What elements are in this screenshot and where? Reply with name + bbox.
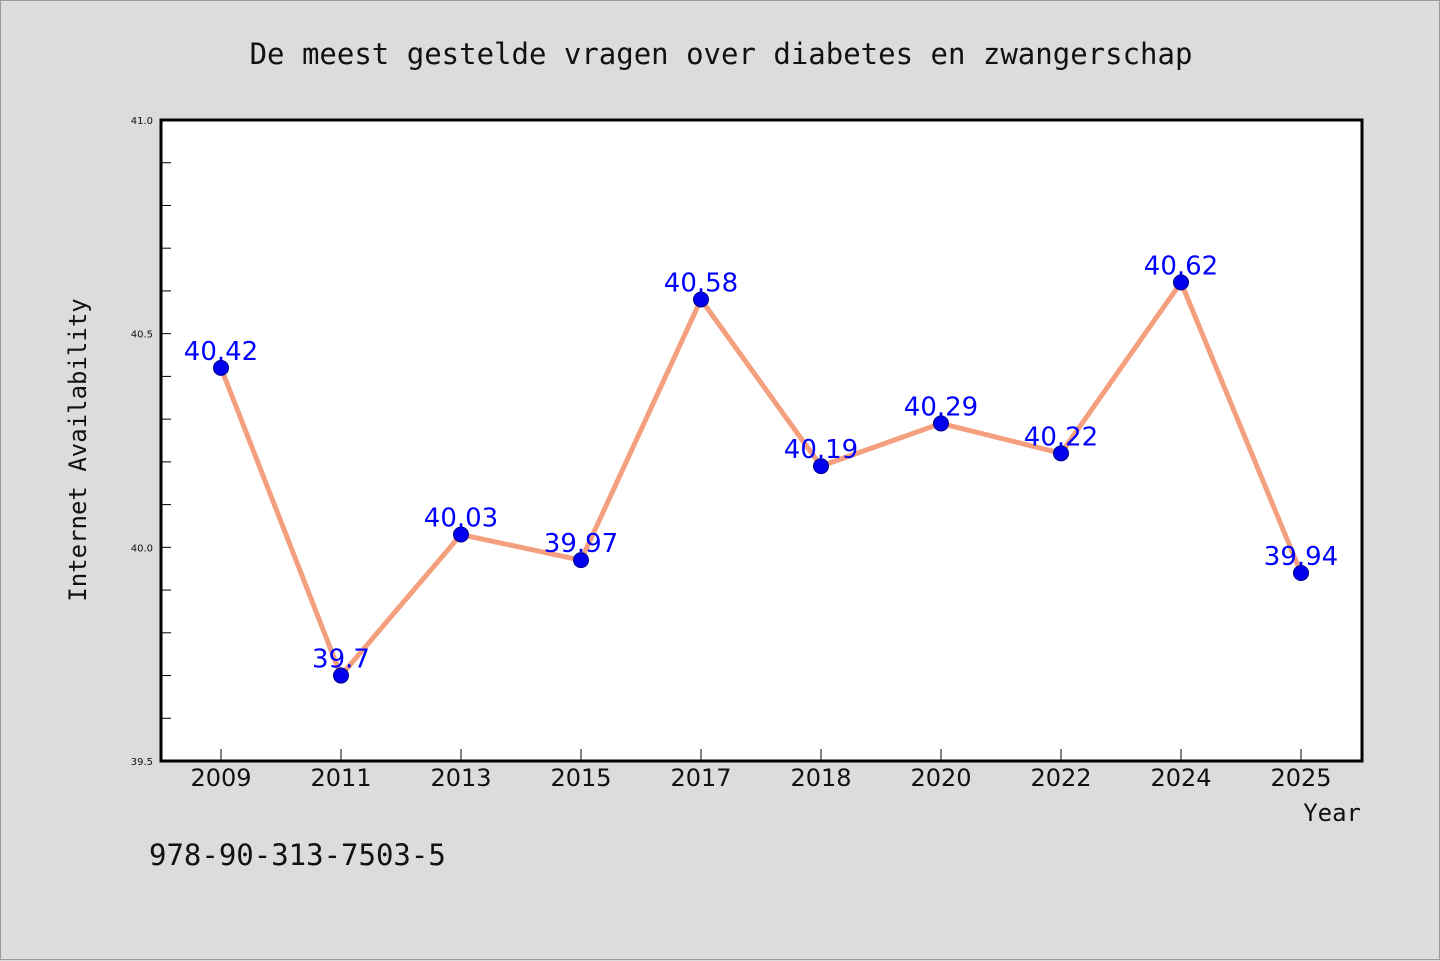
x-tick-label: 2025 [1270, 764, 1331, 792]
x-axis-label: Year [1303, 799, 1361, 827]
x-tick-label: 2024 [1150, 764, 1211, 792]
data-label: 40.62 [1144, 251, 1218, 281]
data-label: 40.19 [784, 435, 858, 465]
data-point [453, 526, 469, 543]
x-tick-label: 2011 [310, 764, 371, 792]
x-tick-label: 2018 [790, 764, 851, 792]
y-axis-label: Internet Availability [64, 298, 92, 601]
data-point [333, 667, 349, 684]
data-point [1053, 445, 1069, 462]
data-point [693, 291, 709, 308]
y-tick-label: 40.5 [131, 330, 153, 341]
data-label: 40.03 [424, 504, 498, 534]
data-point [1293, 564, 1309, 581]
data-point [933, 415, 949, 432]
y-axis: 39.5 40.0 40.5 41.0 [131, 116, 171, 768]
data-label: 40.29 [904, 392, 978, 422]
series-line [218, 279, 1304, 679]
data-point [1173, 274, 1189, 291]
data-point [213, 359, 229, 376]
data-label: 39.97 [544, 529, 618, 559]
x-tick-label: 2015 [550, 764, 611, 792]
data-point [813, 458, 829, 475]
isbn-text: 978-90-313-7503-5 [149, 838, 446, 872]
x-tick-label: 2020 [910, 764, 971, 792]
x-tick-label: 2022 [1030, 764, 1091, 792]
data-label: 39.94 [1264, 542, 1338, 572]
data-label: 39.7 [312, 645, 370, 675]
series-layer: 40.42 39.7 40.03 39.97 40.58 40.19 40.29 40.22 4… [184, 251, 1338, 684]
chart-title: De meest gestelde vragen over diabetes e… [250, 37, 1193, 71]
y-tick-label: 39.5 [131, 757, 153, 768]
x-axis: 2009 2011 2013 2015 2017 2018 2020 2022 2024 2025 [190, 749, 1332, 792]
x-tick-label: 2017 [670, 764, 731, 792]
data-label: 40.42 [184, 337, 258, 367]
data-point [573, 552, 589, 569]
y-tick-label: 41.0 [131, 116, 153, 127]
x-tick-label: 2009 [190, 764, 251, 792]
data-label: 40.22 [1024, 422, 1098, 452]
x-tick-label: 2013 [430, 764, 491, 792]
data-label: 40.58 [664, 268, 738, 298]
y-tick-label: 40.0 [131, 543, 153, 554]
